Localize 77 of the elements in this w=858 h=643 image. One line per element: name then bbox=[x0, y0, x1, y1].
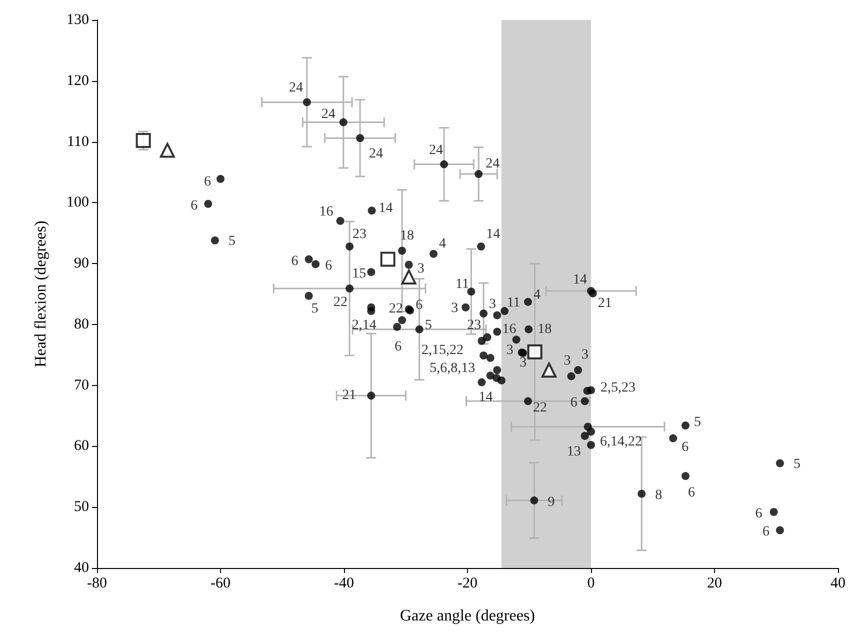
annotation: 6 bbox=[204, 174, 211, 190]
annotation: 4 bbox=[439, 236, 446, 252]
annotation: 6 bbox=[570, 396, 578, 411]
point bbox=[542, 362, 557, 378]
annotation: 8 bbox=[655, 488, 662, 504]
annotation: 5 bbox=[793, 456, 800, 472]
annotation: 3 bbox=[489, 296, 496, 312]
y-tick-label: 50 bbox=[74, 499, 89, 516]
annotation: 21 bbox=[598, 296, 612, 311]
annotation: 24 bbox=[429, 142, 444, 158]
annotation: 4 bbox=[534, 287, 541, 302]
annotation: 6 bbox=[416, 298, 423, 313]
point bbox=[527, 344, 542, 360]
y-tick-label: 120 bbox=[66, 72, 89, 89]
x-tick-label: -60 bbox=[210, 576, 230, 592]
annotation: 16 bbox=[319, 204, 334, 220]
annotation: 24 bbox=[288, 80, 303, 96]
annotation: 3 bbox=[451, 300, 458, 316]
annotation: 3 bbox=[582, 348, 589, 363]
x-tick-label: 20 bbox=[707, 576, 722, 592]
annotation: 6 bbox=[688, 486, 695, 501]
annotation: 2,15,22 bbox=[422, 343, 464, 358]
annotation: 6,14,22 bbox=[600, 434, 642, 450]
annotation: 3 bbox=[506, 342, 514, 358]
annotation: 22 bbox=[334, 295, 348, 310]
y-tick-label: 90 bbox=[74, 256, 89, 272]
annotation: 16 bbox=[502, 322, 516, 338]
x-tick-label: -80 bbox=[87, 576, 107, 592]
annotation: 6 bbox=[325, 258, 332, 274]
annotation: 24 bbox=[321, 106, 336, 122]
y-tick-label: 60 bbox=[74, 438, 89, 454]
y-tick-label: 130 bbox=[66, 12, 89, 28]
annotation: 6 bbox=[755, 506, 762, 522]
y-axis-title: Head flexion (degrees) bbox=[32, 220, 50, 368]
annotation: 11 bbox=[455, 277, 469, 292]
annotation: 14 bbox=[573, 272, 587, 288]
x-tick-label: -20 bbox=[458, 576, 478, 592]
annotation: 14 bbox=[486, 227, 500, 242]
annotation: 2,14 bbox=[352, 318, 376, 333]
annotation: 23 bbox=[352, 227, 367, 242]
x-tick-label: 0 bbox=[587, 576, 595, 592]
annotation: 14 bbox=[478, 390, 493, 405]
annotation: 6 bbox=[762, 524, 770, 540]
x-axis-title: Gaze angle (degrees) bbox=[400, 608, 536, 624]
annotation: 6 bbox=[190, 198, 198, 214]
annotation: 24 bbox=[369, 146, 384, 162]
annotation: 3 bbox=[564, 354, 571, 369]
annotation: 3 bbox=[417, 261, 424, 276]
y-tick-label: 80 bbox=[74, 316, 89, 332]
y-tick-label: 100 bbox=[66, 194, 89, 211]
annotation: 23 bbox=[467, 318, 482, 333]
annotation: 6 bbox=[394, 339, 402, 354]
y-tick-label: 110 bbox=[67, 134, 89, 150]
annotation: 18 bbox=[538, 322, 552, 337]
x-tick-label: -40 bbox=[334, 576, 354, 592]
annotation: 5 bbox=[694, 415, 701, 430]
annotation: 2,5,23 bbox=[600, 380, 636, 396]
y-tick-label: 70 bbox=[74, 377, 89, 394]
annotation: 15 bbox=[352, 266, 366, 282]
annotation: 22 bbox=[533, 400, 548, 416]
y-tick-label: 40 bbox=[74, 560, 89, 576]
annotation: 5 bbox=[311, 301, 318, 316]
annotation: 11 bbox=[506, 296, 520, 311]
annotation: 6 bbox=[291, 254, 298, 269]
annotation: 14 bbox=[378, 201, 393, 216]
annotation: 22 bbox=[388, 302, 403, 317]
annotation: 3 bbox=[520, 356, 527, 371]
annotation: 9 bbox=[548, 494, 555, 510]
annotation: 5 bbox=[424, 318, 432, 333]
annotation: 24 bbox=[486, 156, 500, 172]
annotation: 13 bbox=[566, 444, 581, 460]
x-tick-label: 40 bbox=[830, 576, 846, 592]
annotation: 5 bbox=[228, 234, 236, 249]
annotation: 18 bbox=[400, 228, 414, 244]
annotation: 21 bbox=[342, 388, 356, 404]
annotation: 6 bbox=[682, 440, 689, 455]
annotation: 5,6,8,13 bbox=[430, 361, 476, 376]
